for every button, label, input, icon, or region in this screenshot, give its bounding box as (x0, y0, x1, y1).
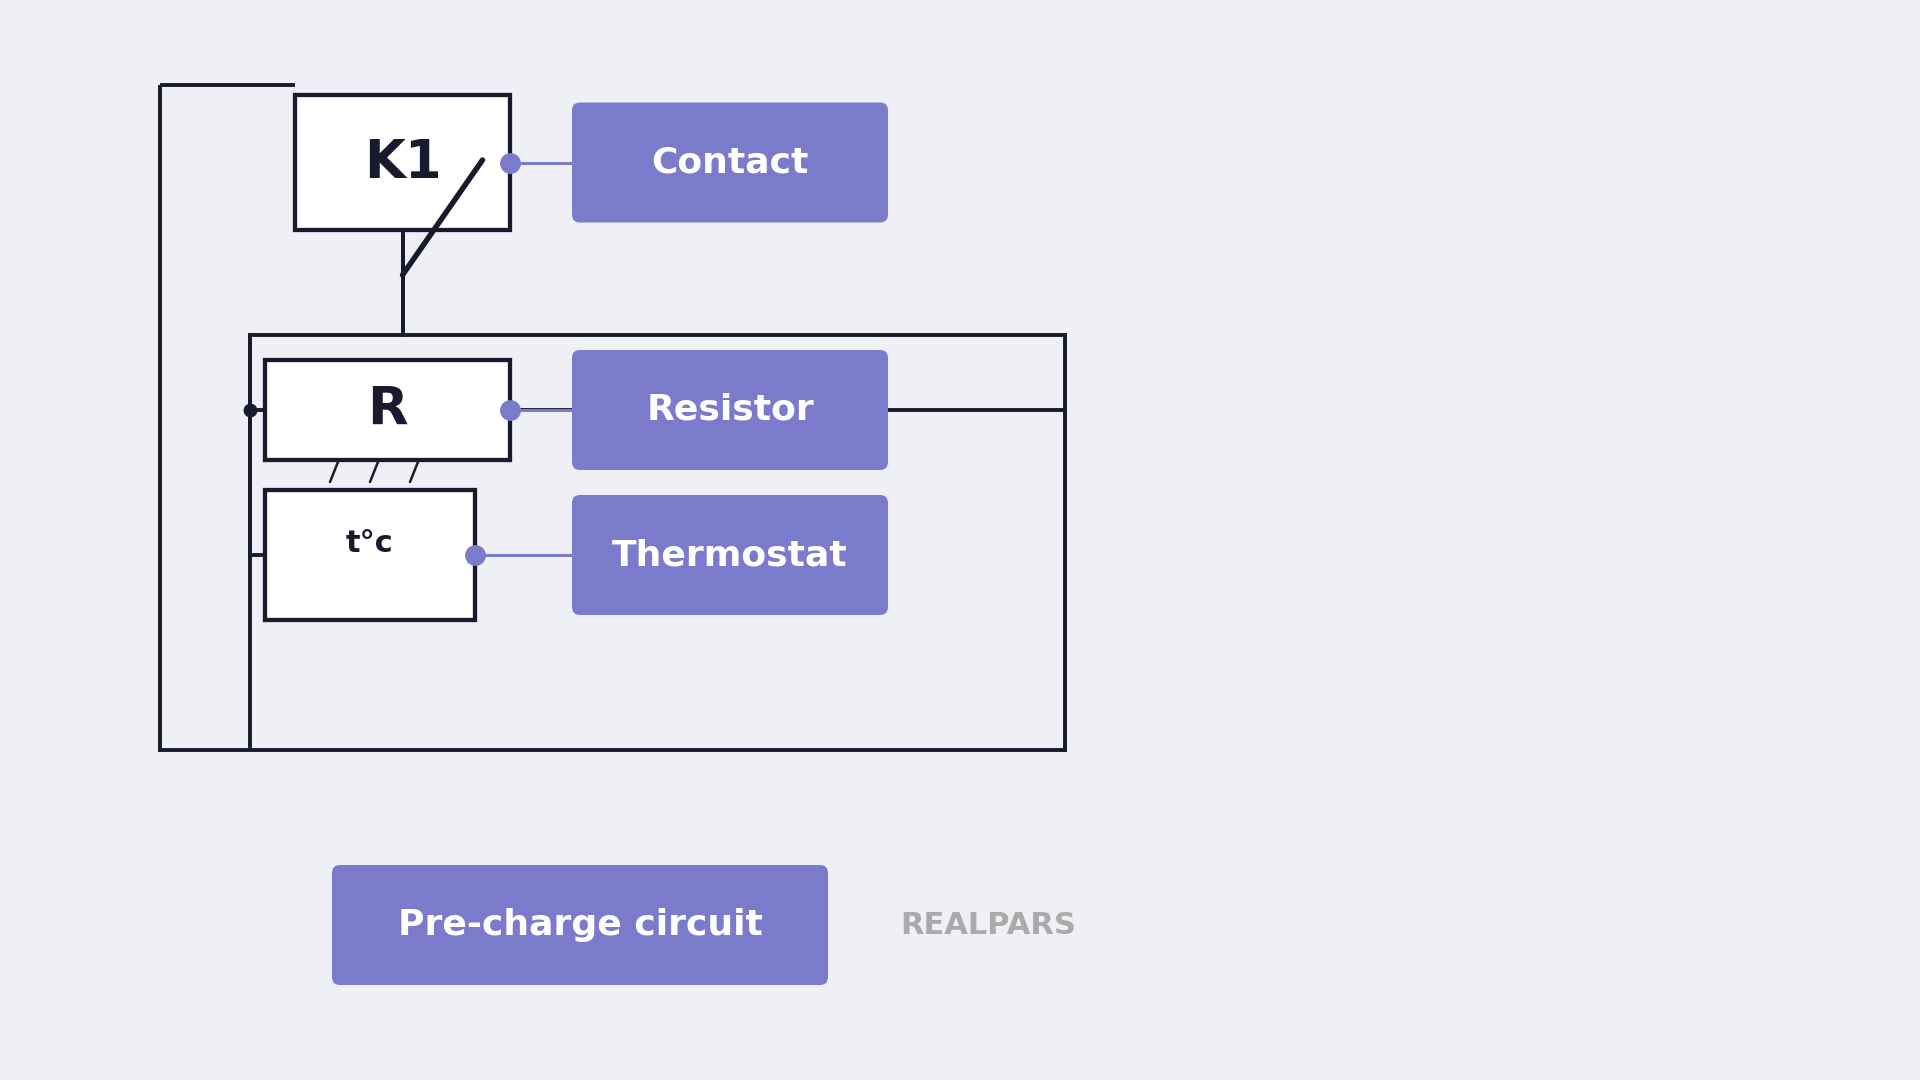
FancyBboxPatch shape (572, 103, 887, 222)
Text: Contact: Contact (651, 146, 808, 179)
Text: Resistor: Resistor (647, 393, 814, 427)
FancyBboxPatch shape (572, 350, 887, 470)
Bar (296, 95, 511, 230)
Text: REALPARS: REALPARS (900, 910, 1075, 940)
Text: R: R (367, 384, 407, 436)
Bar (265, 360, 511, 460)
Text: Pre-charge circuit: Pre-charge circuit (397, 908, 762, 942)
Text: Thermostat: Thermostat (612, 538, 849, 572)
FancyBboxPatch shape (572, 495, 887, 615)
Bar (265, 490, 474, 620)
FancyBboxPatch shape (332, 865, 828, 985)
Text: K1: K1 (363, 136, 442, 189)
Text: t°c: t°c (346, 528, 394, 557)
